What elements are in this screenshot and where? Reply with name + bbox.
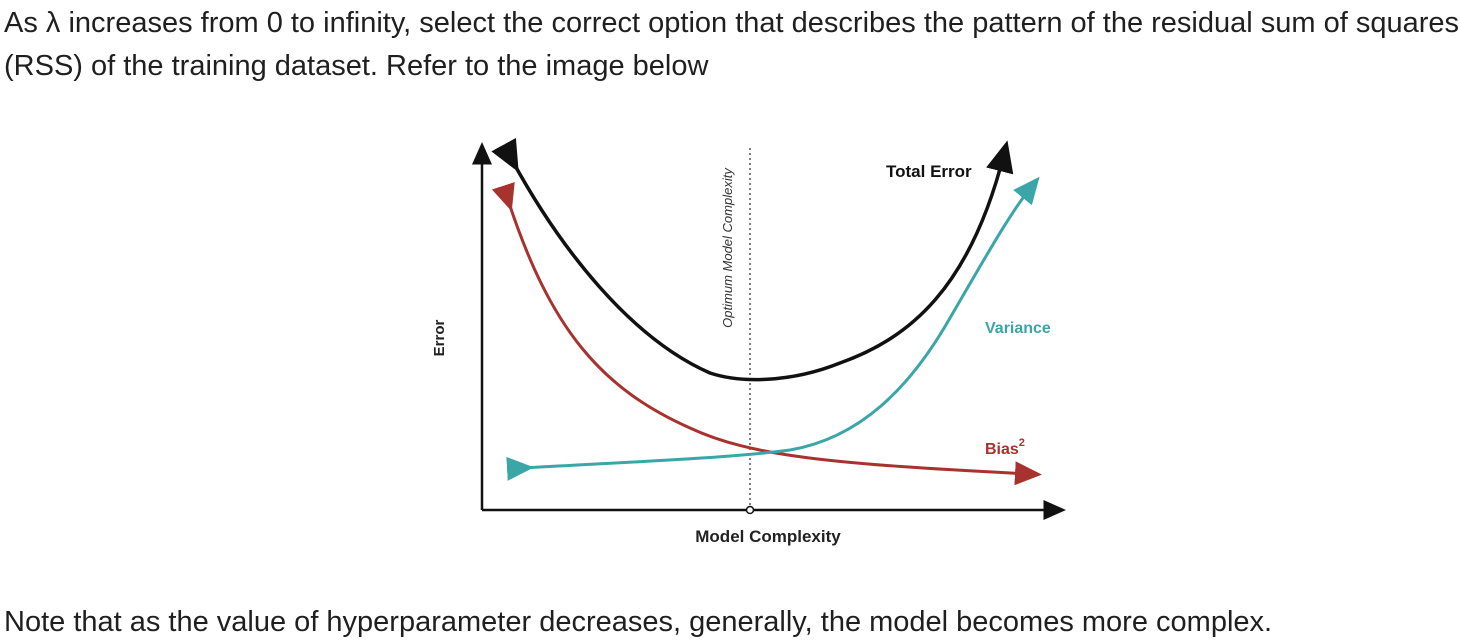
question-text: As λ increases from 0 to infinity, selec… [4, 2, 1460, 88]
total-error-curve [491, 138, 1014, 382]
lambda-symbol: λ [45, 7, 61, 39]
note-text: Note that as the value of hyperparameter… [4, 606, 1273, 638]
y-axis-label: Error [431, 320, 448, 357]
variance-curve [506, 176, 1040, 481]
bias-label: Bias2 [985, 437, 1025, 458]
variance-label: Variance [985, 320, 1051, 337]
bias-variance-diagram: Error Model Complexity Optimum Model Com… [410, 138, 1090, 558]
question-part1: As [4, 7, 46, 39]
optimum-label: Optimum Model Complexity [720, 167, 735, 328]
bias-label-superscript: 2 [1019, 437, 1025, 449]
bias-curve [491, 182, 1042, 486]
total-error-label: Total Error [886, 162, 972, 181]
bias-label-text: Bias [985, 441, 1019, 458]
diagram-svg: Error Model Complexity Optimum Model Com… [431, 138, 1066, 546]
question-part2: increases from 0 to infinity, select the… [4, 7, 1460, 82]
x-axis-label: Model Complexity [695, 527, 841, 546]
optimum-marker [745, 505, 755, 515]
